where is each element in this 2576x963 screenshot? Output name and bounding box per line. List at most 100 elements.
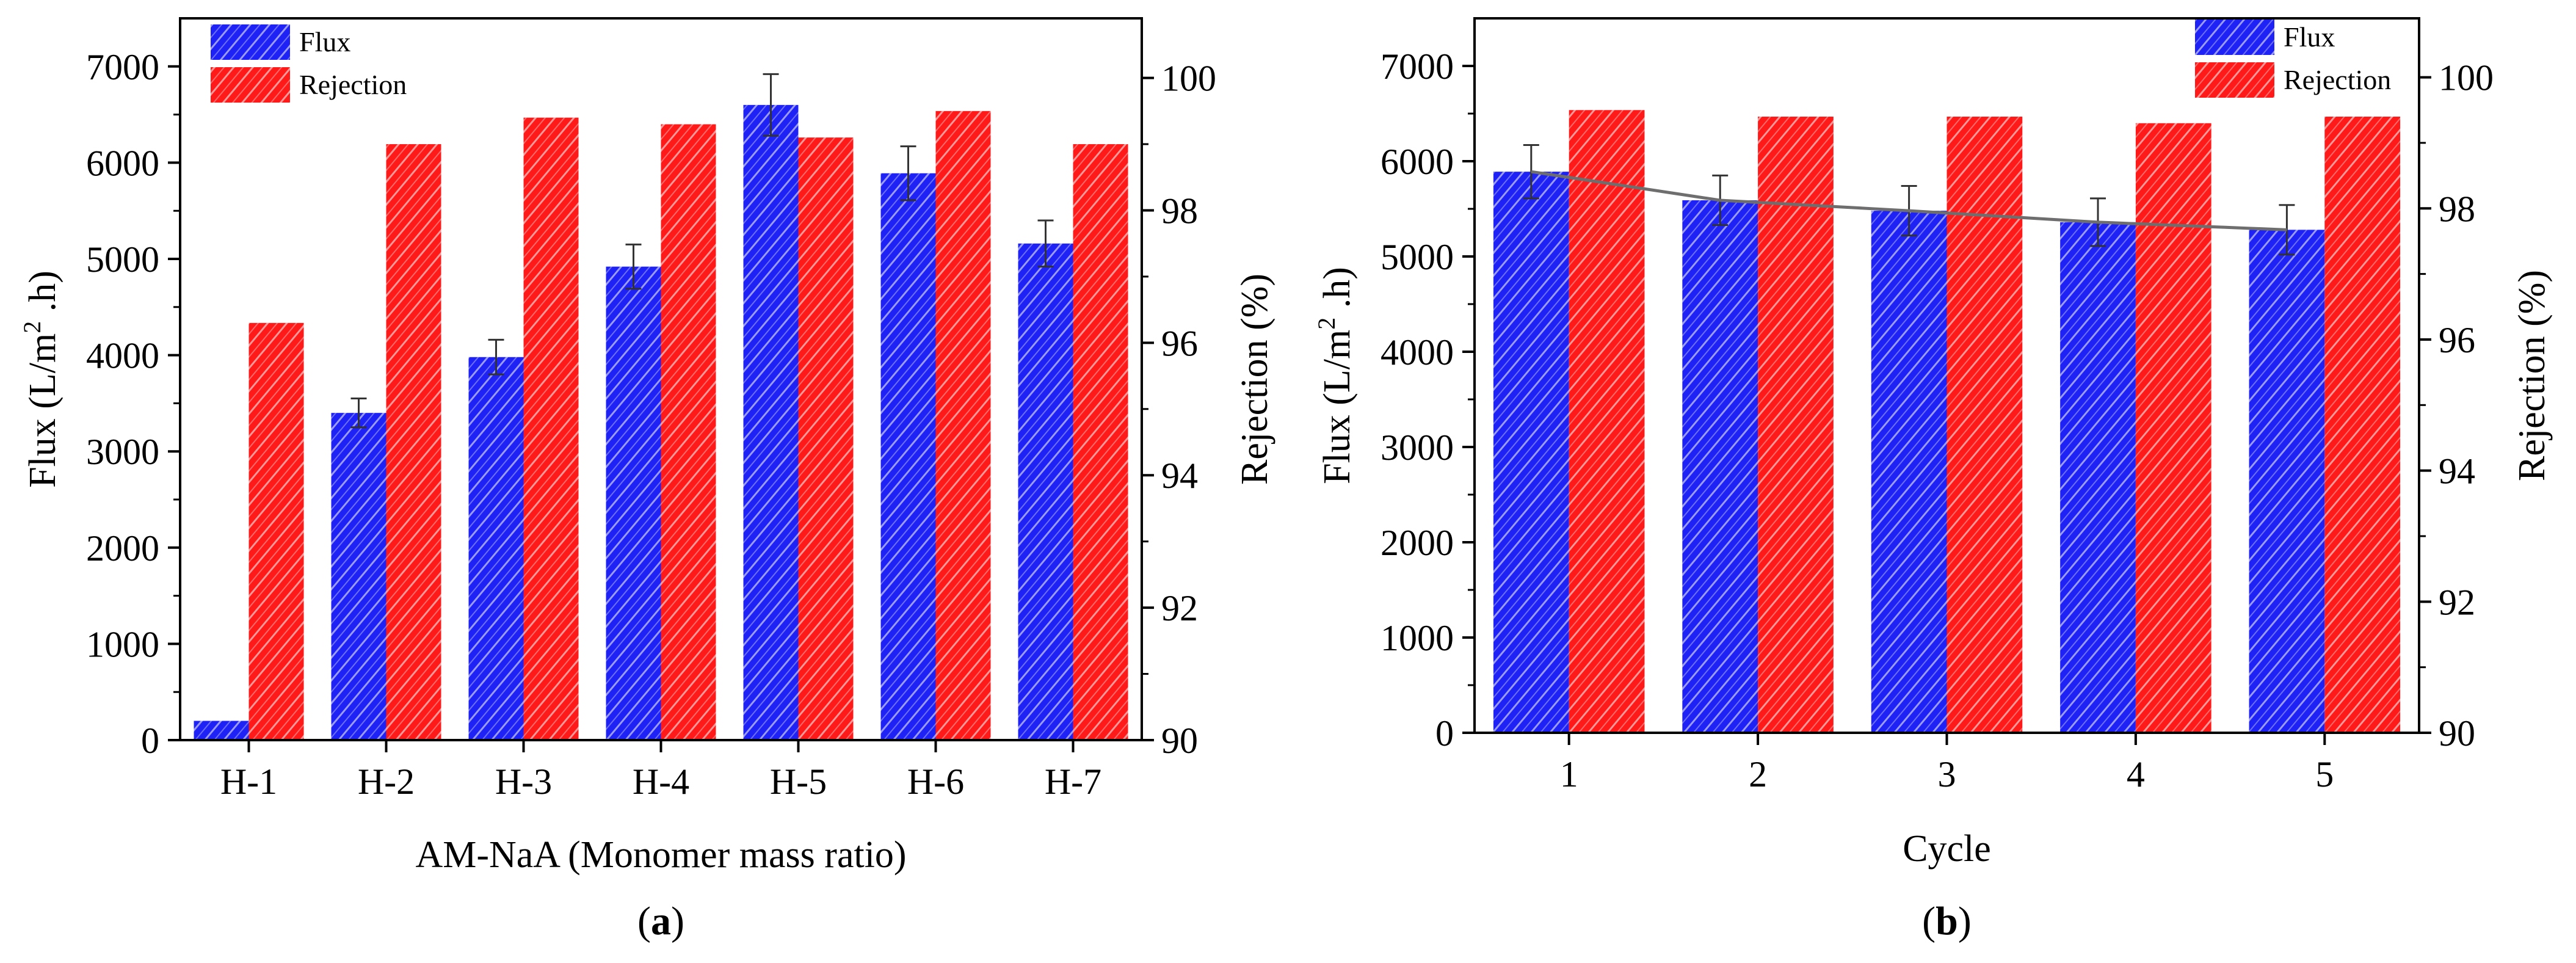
legend-flux-label: Flux xyxy=(299,26,350,57)
right-tick-label: 94 xyxy=(2439,451,2475,492)
left-axis-title-sup: 2 xyxy=(1313,318,1340,330)
left-axis-title-tail: .h) xyxy=(1316,267,1358,318)
flux-bar-hatch xyxy=(2060,222,2136,733)
right-tick-label: 100 xyxy=(2439,58,2494,98)
left-tick-label: 7000 xyxy=(1381,46,1454,87)
left-axis-title: Flux (L/m2 .h) xyxy=(1313,267,1358,484)
rejection-bar-hatch xyxy=(1947,117,2023,733)
panel-label: (b) xyxy=(1922,899,1972,943)
x-tick-label: 3 xyxy=(1938,754,1956,794)
flux-error-bar xyxy=(1037,219,1054,268)
flux-bar-hatch xyxy=(468,357,524,740)
right-axis-title: Rejection (%) xyxy=(1234,274,1275,485)
left-tick-label: 6000 xyxy=(86,143,159,183)
flux-bar-hatch xyxy=(2249,230,2325,733)
rejection-bar-hatch xyxy=(661,124,716,741)
panel-letter: a xyxy=(651,899,671,943)
rejection-bar-hatch xyxy=(386,144,441,741)
right-axis-title: Rejection (%) xyxy=(2511,270,2553,481)
rejection-bar-hatch xyxy=(523,117,579,741)
left-axis-title-main: Flux (L/m xyxy=(1316,330,1358,484)
panel-letter: b xyxy=(1936,899,1958,943)
x-tick-label: H-3 xyxy=(495,761,552,802)
left-tick-label: 5000 xyxy=(1381,237,1454,277)
x-tick-label: 4 xyxy=(2127,754,2145,794)
x-tick-label: H-2 xyxy=(358,761,415,802)
flux-error-bar xyxy=(488,338,504,376)
flux-bar-hatch xyxy=(1493,172,1569,733)
left-axis-title-tail: .h) xyxy=(22,271,63,321)
right-tick-label: 94 xyxy=(1161,456,1198,496)
panel-paren-close: ) xyxy=(671,899,684,943)
flux-bar-hatch xyxy=(1871,211,1947,733)
right-tick-label: 98 xyxy=(2439,189,2475,229)
flux-bar-hatch xyxy=(743,104,799,741)
left-tick-label: 5000 xyxy=(86,239,159,280)
flux-error-bar xyxy=(900,145,916,202)
x-axis-title: Cycle xyxy=(1903,828,1991,870)
x-tick-label: 5 xyxy=(2315,754,2334,794)
rejection-bar-hatch xyxy=(1758,117,1834,733)
right-tick-label: 96 xyxy=(2439,320,2475,360)
left-tick-label: 0 xyxy=(141,721,159,761)
flux-bar-hatch xyxy=(1018,243,1073,740)
legend-rejection-label: Rejection xyxy=(2284,64,2391,95)
flux-error-bar xyxy=(625,243,642,290)
left-tick-label: 3000 xyxy=(86,432,159,472)
flux-bar-hatch xyxy=(331,413,386,740)
left-tick-label: 7000 xyxy=(86,47,159,87)
left-tick-label: 4000 xyxy=(86,336,159,376)
flux-error-bar xyxy=(763,73,779,137)
legend-swatch-hatch xyxy=(2195,62,2274,98)
x-tick-label: H-1 xyxy=(220,761,277,802)
flux-error-bar xyxy=(350,398,367,429)
x-tick-label: H-7 xyxy=(1045,761,1101,802)
x-tick-label: H-5 xyxy=(770,761,827,802)
panel-paren-open: ( xyxy=(1922,899,1936,943)
flux-bar-hatch xyxy=(880,173,936,741)
left-tick-label: 2000 xyxy=(1381,523,1454,563)
x-tick-label: 1 xyxy=(1560,754,1578,794)
legend: Flux Rejection xyxy=(2195,20,2391,98)
rejection-bar-hatch xyxy=(1073,144,1128,741)
right-tick-label: 100 xyxy=(1161,59,1216,99)
right-tick-label: 98 xyxy=(1161,191,1198,231)
panel-paren-open: ( xyxy=(637,899,651,943)
x-tick-label: 2 xyxy=(1749,754,1767,794)
rejection-bar-hatch xyxy=(798,137,854,741)
right-tick-label: 96 xyxy=(1161,323,1198,363)
left-tick-label: 2000 xyxy=(86,528,159,569)
panel-a-chart: 0 1000 2000 3000 4000 5000 6000 7000 90 92 94 96 98 1… xyxy=(18,17,1275,943)
rejection-bar-hatch xyxy=(935,111,991,740)
flux-bar-hatch xyxy=(194,721,249,740)
rejection-bar-hatch xyxy=(249,322,304,740)
left-tick-label: 6000 xyxy=(1381,142,1454,182)
legend-rejection-label: Rejection xyxy=(299,69,407,100)
x-tick-label: H-4 xyxy=(633,761,689,802)
flux-bar-hatch xyxy=(1682,200,1758,733)
rejection-bar-hatch xyxy=(2135,123,2211,733)
legend-flux-label: Flux xyxy=(2284,21,2335,53)
legend: Flux Rejection xyxy=(211,24,407,103)
left-tick-label: 3000 xyxy=(1381,427,1454,468)
rejection-bar-hatch xyxy=(1569,110,1645,733)
left-axis-title-sup: 2 xyxy=(18,321,46,333)
left-axis-title-main: Flux (L/m xyxy=(22,333,63,488)
x-axis-title: AM-NaA (Monomer mass ratio) xyxy=(415,834,906,876)
x-tick-label: H-6 xyxy=(907,761,964,802)
flux-trend-line xyxy=(1531,170,2287,231)
panel-paren-close: ) xyxy=(1958,899,1972,943)
left-tick-label: 4000 xyxy=(1381,332,1454,372)
right-tick-label: 90 xyxy=(2439,713,2475,754)
right-tick-label: 92 xyxy=(2439,582,2475,622)
legend-swatch-hatch xyxy=(2195,20,2274,55)
legend-swatch-hatch xyxy=(211,67,290,103)
flux-bar-hatch xyxy=(606,266,661,740)
rejection-bar-hatch xyxy=(2324,117,2401,733)
left-tick-label: 0 xyxy=(1435,713,1454,754)
left-tick-label: 1000 xyxy=(86,624,159,664)
right-tick-label: 92 xyxy=(1161,588,1198,628)
panel-b-chart: 0 1000 2000 3000 4000 5000 6000 7000 90 92 94 96 98 1… xyxy=(1313,17,2553,943)
left-tick-label: 1000 xyxy=(1381,618,1454,658)
